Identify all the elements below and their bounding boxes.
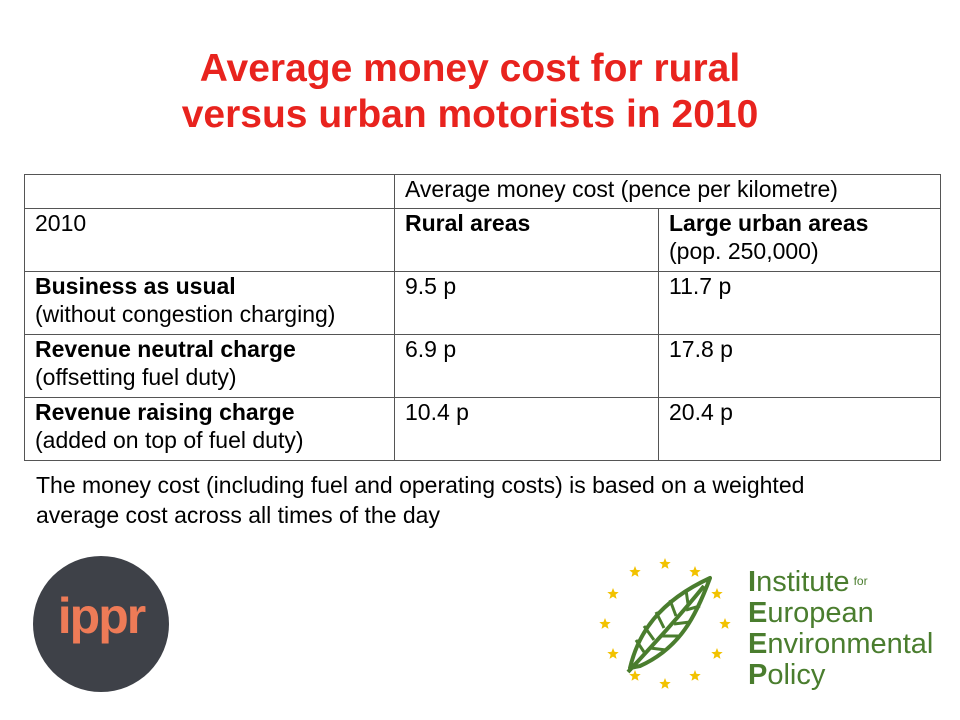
rural-cost-cell: 9.5 p	[394, 271, 659, 335]
row-label: Revenue raising charge	[35, 399, 295, 425]
table-header-row: Average money cost (pence per kilometre)	[24, 174, 941, 209]
page-title: Average money cost for rural versus urba…	[0, 46, 940, 138]
rural-cost-cell: 6.9 p	[394, 334, 659, 398]
title-line-2: versus urban motorists in 2010	[181, 93, 759, 136]
rural-cost-cell: 10.4 p	[394, 397, 659, 461]
star-icon	[711, 648, 723, 659]
row-label-cell: Revenue neutral charge (offsetting fuel …	[24, 334, 395, 398]
urban-cost-cell: 11.7 p	[658, 271, 941, 335]
star-icon	[719, 618, 731, 629]
table-row: Revenue neutral charge (offsetting fuel …	[24, 334, 941, 398]
star-icon	[659, 678, 671, 689]
row-label: Revenue neutral charge	[35, 336, 296, 362]
col-header-rural: Rural areas	[394, 208, 659, 272]
row-label-cell: Business as usual (without congestion ch…	[24, 271, 395, 335]
year-cell: 2010	[24, 208, 395, 272]
footnote: The money cost (including fuel and opera…	[36, 470, 936, 530]
star-icon	[689, 566, 701, 577]
star-icon	[607, 588, 619, 599]
col-header-urban-label: Large urban areas	[669, 210, 869, 236]
star-icon	[599, 618, 611, 629]
ieep-initial-i: I	[748, 566, 757, 598]
ieep-word-policy: olicy	[767, 659, 826, 691]
row-note: (added on top of fuel duty)	[35, 427, 304, 453]
ieep-word-european: uropean	[767, 597, 874, 629]
star-icon	[629, 670, 641, 681]
table-row: Revenue raising charge (added on top of …	[24, 397, 941, 461]
star-icon	[711, 588, 723, 599]
row-label: Business as usual	[35, 273, 236, 299]
empty-header-cell	[24, 174, 395, 209]
title-line-1: Average money cost for rural	[199, 47, 741, 90]
star-icon	[689, 670, 701, 681]
ieep-word-environmental: nvironmental	[767, 628, 934, 660]
ieep-word-for: for	[853, 574, 868, 588]
row-label-cell: Revenue raising charge (added on top of …	[24, 397, 395, 461]
star-icon	[659, 558, 671, 569]
header-span-cell: Average money cost (pence per kilometre)	[394, 174, 941, 209]
footnote-line-2: average cost across all times of the day	[36, 502, 440, 528]
footnote-line-1: The money cost (including fuel and opera…	[36, 472, 805, 498]
table-row: Business as usual (without congestion ch…	[24, 271, 941, 335]
ieep-initial-e1: E	[748, 597, 768, 629]
ieep-initial-e2: E	[748, 628, 768, 660]
col-header-urban-note: (pop. 250,000)	[669, 238, 819, 264]
table-column-header-row: 2010 Rural areas Large urban areas (pop.…	[24, 208, 941, 272]
ippr-logo-text: ippr	[57, 588, 146, 644]
cost-table: Average money cost (pence per kilometre)…	[24, 174, 941, 461]
ieep-initial-p: P	[748, 659, 768, 691]
col-header-urban: Large urban areas (pop. 250,000)	[658, 208, 941, 272]
ieep-leaf-stars-emblem	[599, 558, 731, 689]
row-note: (offsetting fuel duty)	[35, 364, 237, 390]
ieep-word-institute: nstitute	[756, 566, 850, 598]
star-icon	[607, 648, 619, 659]
star-icon	[629, 566, 641, 577]
leaf-vein-icon	[626, 584, 706, 674]
urban-cost-cell: 20.4 p	[658, 397, 941, 461]
urban-cost-cell: 17.8 p	[658, 334, 941, 398]
row-note: (without congestion charging)	[35, 301, 336, 327]
ippr-logo: ippr	[33, 556, 169, 692]
ieep-wordmark: Institute for European Environmental Poli…	[748, 566, 933, 691]
